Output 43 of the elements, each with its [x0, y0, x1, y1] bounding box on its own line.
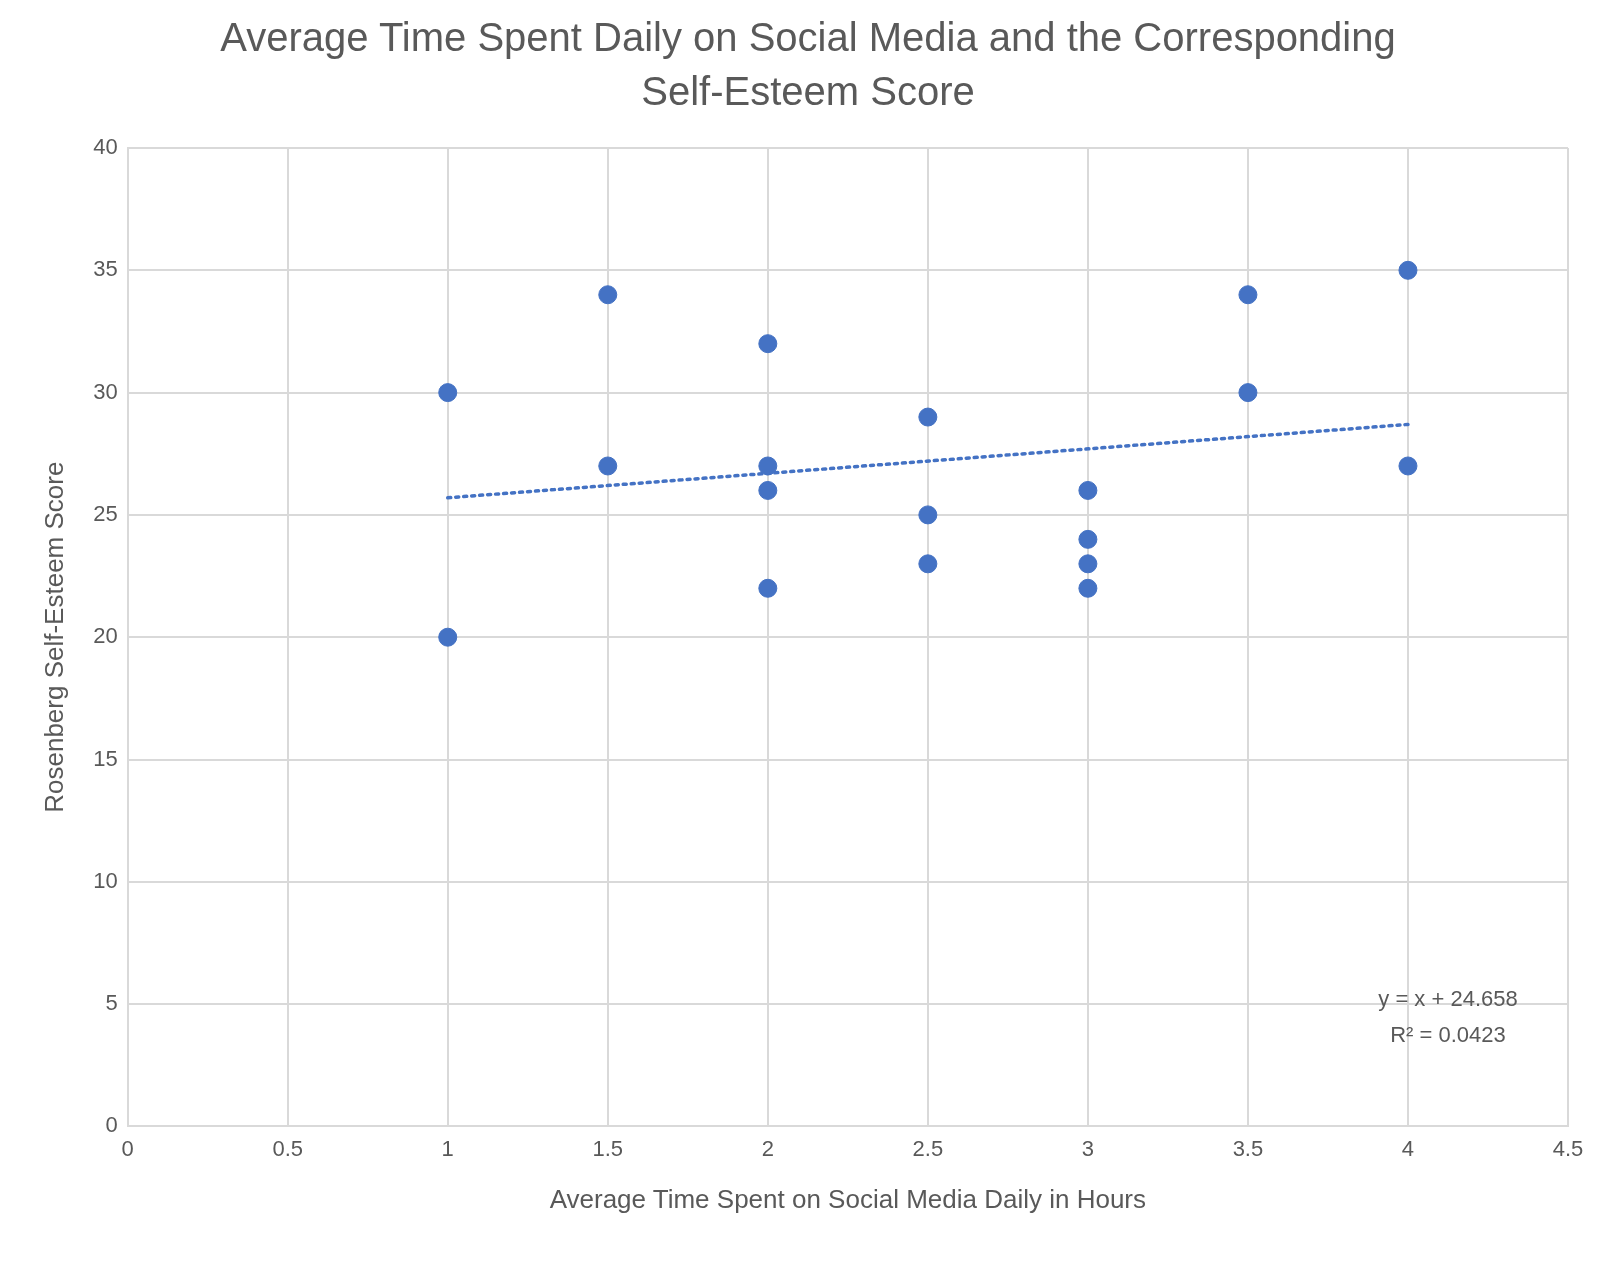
point: [918, 554, 938, 574]
point: [1238, 285, 1258, 305]
y-tick-label: 0: [105, 1112, 118, 1138]
point: [1078, 578, 1098, 598]
point: [598, 456, 618, 476]
y-tick-label: 5: [105, 990, 118, 1016]
point: [918, 505, 938, 525]
y-tick-label: 15: [93, 745, 118, 771]
x-tick-label: 3: [1081, 1135, 1095, 1161]
annotation: y = x + 24.658: [1378, 986, 1518, 1012]
point: [438, 383, 458, 403]
point: [758, 480, 778, 500]
x-tick-label: 3.5: [1232, 1135, 1264, 1161]
y-tick-label: 25: [93, 500, 118, 526]
x-tick-label: 1: [441, 1135, 454, 1161]
y-tick-label: 30: [93, 378, 118, 404]
point: [1078, 529, 1098, 549]
x-tick-label: 1.5: [592, 1135, 624, 1161]
point: [918, 407, 938, 427]
point: [758, 334, 778, 354]
y-tick-label: 40: [93, 134, 118, 160]
y-tick-label: 20: [93, 623, 118, 649]
point: [1078, 554, 1098, 574]
point: [438, 627, 458, 647]
x-tick-label: 2: [761, 1135, 774, 1161]
y-tick-label: 10: [93, 867, 118, 893]
annotation: R² = 0.0423: [1390, 1022, 1506, 1048]
y-tick-label: 35: [93, 256, 118, 282]
x-tick-label: 0: [121, 1135, 134, 1161]
x-tick-label: 2.5: [912, 1135, 944, 1161]
point: [1078, 480, 1098, 500]
chart-title: Average Time Spent Daily on Social Media and the Corresponding Self-Esteem Score: [219, 14, 1397, 115]
x-tick-label: 4: [1401, 1135, 1415, 1161]
y-axis-title: Rosenberg Self-Esteem Score: [38, 461, 69, 813]
point: [758, 578, 778, 598]
point: [598, 285, 618, 305]
x-axis-title: Average Time Spent on Social Media Daily in Hours: [549, 1183, 1147, 1214]
point: [758, 456, 778, 476]
point: [1398, 260, 1418, 280]
x-tick-label: 0.5: [272, 1135, 303, 1161]
x-tick-label: 4.5: [1552, 1135, 1584, 1161]
point: [1398, 456, 1418, 476]
point: [1238, 383, 1258, 403]
